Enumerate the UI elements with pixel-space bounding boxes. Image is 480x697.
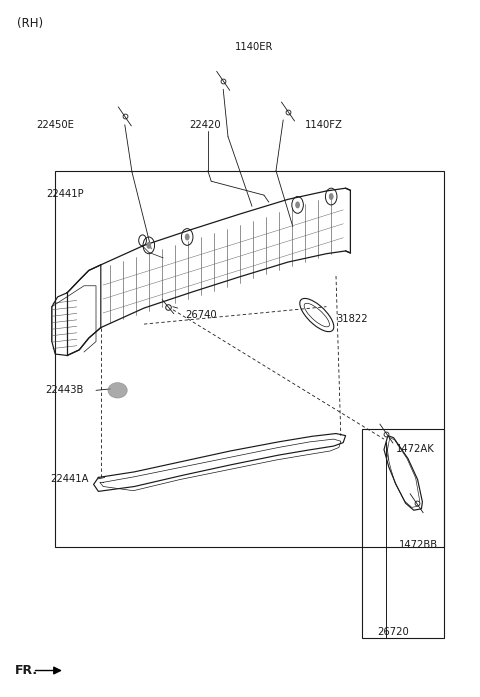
Circle shape bbox=[146, 242, 151, 249]
Text: 22450E: 22450E bbox=[36, 121, 74, 130]
Text: 22443B: 22443B bbox=[46, 385, 84, 395]
Text: 1472BB: 1472BB bbox=[398, 540, 438, 550]
Text: 31822: 31822 bbox=[336, 314, 368, 324]
Ellipse shape bbox=[108, 383, 127, 398]
Text: 22420: 22420 bbox=[190, 121, 221, 130]
Text: 26720: 26720 bbox=[378, 627, 409, 637]
Circle shape bbox=[295, 201, 300, 208]
Text: 1140FZ: 1140FZ bbox=[305, 121, 343, 130]
Text: 22441P: 22441P bbox=[47, 189, 84, 199]
Text: 1472AK: 1472AK bbox=[396, 444, 435, 454]
Text: (RH): (RH) bbox=[17, 17, 43, 31]
Text: FR.: FR. bbox=[14, 664, 37, 677]
Text: 26740: 26740 bbox=[185, 310, 216, 320]
Circle shape bbox=[329, 193, 334, 200]
Circle shape bbox=[185, 233, 190, 240]
Text: 1140ER: 1140ER bbox=[235, 43, 274, 52]
Ellipse shape bbox=[112, 385, 123, 395]
Text: 22441A: 22441A bbox=[50, 474, 89, 484]
Bar bbox=[362, 429, 444, 638]
Bar bbox=[55, 171, 444, 547]
